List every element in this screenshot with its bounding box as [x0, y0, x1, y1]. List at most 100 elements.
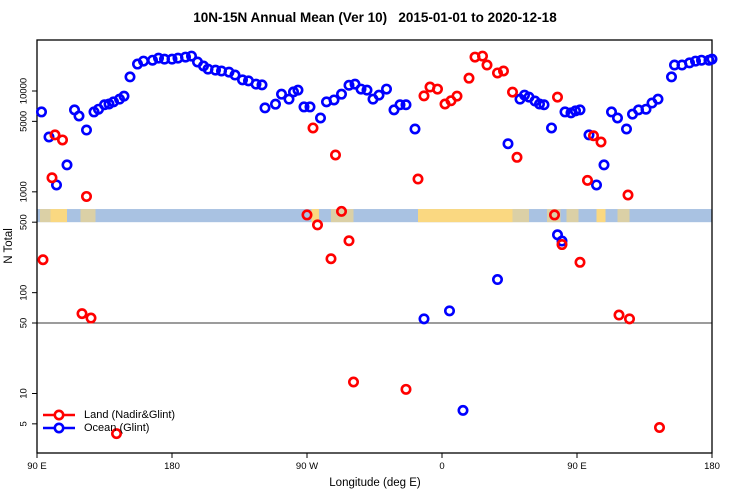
x-tick-label: 90 E [567, 461, 587, 472]
land-point [343, 235, 355, 247]
ocean-point [361, 84, 373, 96]
land-point [431, 83, 443, 95]
map-band-land [566, 209, 579, 223]
y-tick-label: 10 [19, 388, 30, 399]
land-point [301, 209, 313, 221]
legend-label-ocean: Ocean (Glint) [84, 422, 150, 435]
ocean-point [250, 78, 262, 90]
land-point [46, 172, 58, 184]
ocean-point [409, 123, 421, 135]
land-point [325, 253, 337, 265]
ocean-point [590, 179, 602, 191]
ocean-point [269, 98, 281, 110]
x-tick-label: 180 [164, 461, 180, 472]
land-point [587, 130, 599, 142]
ocean-point [443, 305, 455, 317]
x-tick-label: 0 [439, 461, 444, 472]
ocean-point [210, 64, 222, 76]
ocean-point [457, 404, 469, 416]
y-tick-label: 50 [19, 318, 30, 329]
land-point [463, 72, 475, 84]
x-tick-label: 180 [704, 461, 720, 472]
ocean-point [259, 102, 271, 114]
ocean-point [620, 123, 632, 135]
land-point [307, 122, 319, 134]
land-point [111, 428, 123, 440]
legend-row-ocean: Ocean (Glint) [42, 422, 175, 436]
land-point [412, 173, 424, 185]
land-point [556, 239, 568, 251]
land-point [548, 209, 560, 221]
ocean-point [81, 124, 93, 136]
y-tick-label: 5000 [19, 111, 30, 132]
land-point [329, 149, 341, 161]
land-point [623, 313, 635, 325]
land-point [451, 90, 463, 102]
ocean-point [43, 131, 55, 143]
map-band-land [80, 209, 96, 223]
ocean-point [180, 51, 192, 63]
x-tick-label: 90 E [27, 461, 47, 472]
plot-border [36, 39, 713, 454]
ocean-point [304, 101, 316, 113]
ocean-point [237, 74, 249, 86]
ocean-point [652, 93, 664, 105]
y-tick-label: 10000 [19, 78, 30, 104]
land-point [418, 90, 430, 102]
ocean-point [73, 110, 85, 122]
y-tick-label: 1000 [19, 181, 30, 202]
land-point [56, 134, 68, 146]
land-point [511, 151, 523, 163]
land-point [491, 67, 503, 79]
ocean-point [275, 88, 287, 100]
y-tick-label: 500 [19, 214, 30, 230]
y-tick-label: 5 [19, 421, 30, 426]
ocean-point [124, 71, 136, 83]
land-point [506, 86, 518, 98]
land-point [335, 205, 347, 217]
ocean-point [35, 106, 47, 118]
ocean-point [418, 313, 430, 325]
ocean-point [605, 106, 617, 118]
map-band-land [617, 209, 630, 223]
ocean-point [559, 106, 571, 118]
ocean-point [574, 104, 586, 116]
map-band-land [40, 209, 51, 223]
ocean-point [166, 53, 178, 65]
land-point [400, 383, 412, 395]
map-band-land [596, 209, 606, 223]
ocean-point [61, 159, 73, 171]
ocean-point [683, 57, 695, 69]
ocean-point [502, 138, 514, 150]
ocean-point [394, 99, 406, 111]
ocean-point [99, 99, 111, 111]
legend-row-land: Land (Nadir&Glint) [42, 408, 175, 422]
x-tick-label: 90 W [296, 461, 318, 472]
map-band-land [418, 209, 513, 223]
ocean-point [400, 99, 412, 111]
ocean-point [328, 94, 340, 106]
ocean-point [583, 129, 595, 141]
ocean-point [373, 89, 385, 101]
ocean-series-marker-icon [43, 422, 75, 434]
ocean-point [706, 53, 718, 65]
map-band-ocean [37, 209, 712, 223]
land-point [49, 129, 61, 141]
y-tick-label: 100 [19, 285, 30, 301]
land-point [574, 256, 586, 268]
ocean-point [343, 79, 355, 91]
legend-label-land: Land (Nadir&Glint) [84, 408, 176, 421]
ocean-point [640, 103, 652, 115]
ocean-point [380, 83, 392, 95]
land-point [551, 91, 563, 103]
land-point [476, 50, 488, 62]
land-point [622, 189, 634, 201]
ocean-point [335, 88, 347, 100]
ocean-point [314, 112, 326, 124]
land-point [76, 308, 88, 320]
ocean-point [598, 159, 610, 171]
ocean-point [186, 50, 198, 62]
land-point [595, 136, 607, 148]
